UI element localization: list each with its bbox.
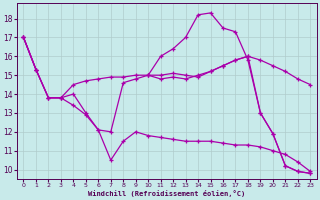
X-axis label: Windchill (Refroidissement éolien,°C): Windchill (Refroidissement éolien,°C) — [88, 190, 245, 197]
